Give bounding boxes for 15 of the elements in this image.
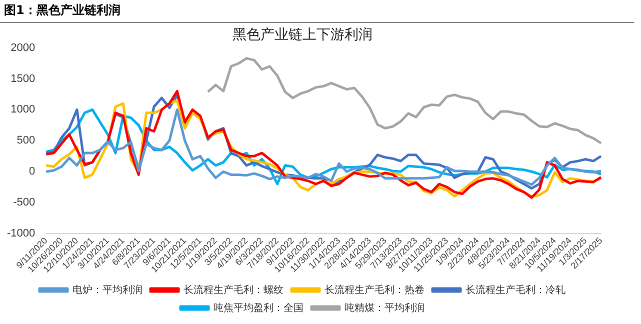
legend-label: 长流程生产毛利：热卷 xyxy=(324,284,424,296)
legend-label: 吨焦平均盈利：全国 xyxy=(214,302,304,314)
legend-label: 电炉：平均利润 xyxy=(72,284,142,296)
legend-label: 长流程生产毛利：螺纹 xyxy=(184,284,284,296)
y-tick-label: -1000 xyxy=(6,228,36,240)
y-tick-label: 1500 xyxy=(10,72,36,85)
chart-title: 黑色产业链上下游利润 xyxy=(232,27,372,44)
y-tick-label: 2000 xyxy=(10,42,36,54)
legend-label: 吨精煤：平均利润 xyxy=(344,302,424,314)
y-tick-label: 500 xyxy=(16,134,36,147)
caption: 图1：黑色产业链利润 xyxy=(0,0,634,23)
legend-label: 长流程生产毛利：冷轧 xyxy=(466,284,566,296)
y-tick-label: 0 xyxy=(29,166,36,178)
y-tick-label: -500 xyxy=(13,196,36,209)
y-tick-label: 1000 xyxy=(10,104,36,116)
